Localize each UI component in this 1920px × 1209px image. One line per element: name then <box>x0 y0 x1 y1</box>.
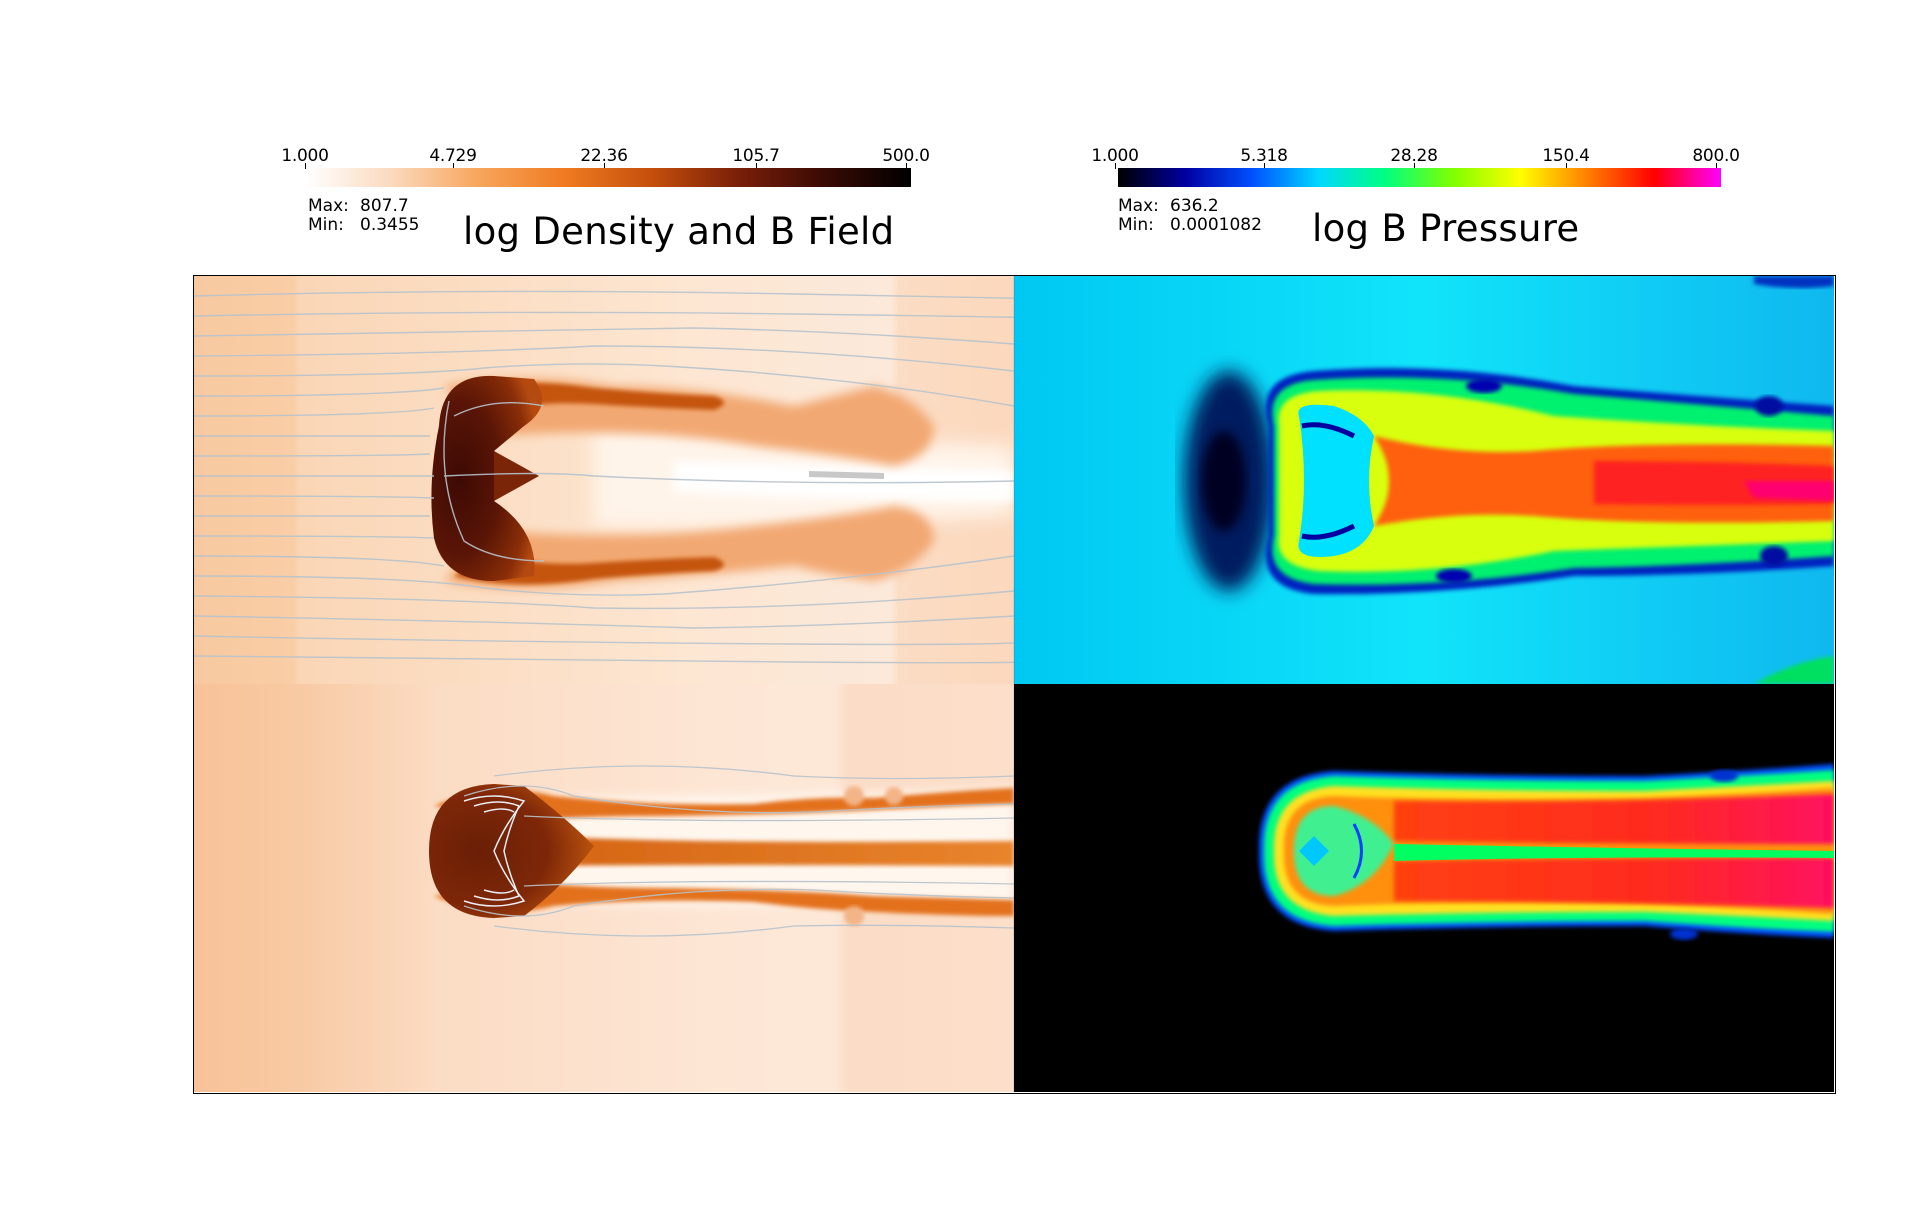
density-tick-label-2: 22.36 <box>580 146 628 166</box>
density-tick-label-3: 105.7 <box>732 146 780 166</box>
bpressure-tick-label-4: 800.0 <box>1692 146 1740 166</box>
bpressure-top-panel <box>1014 276 1834 684</box>
bpressure-min-value: 0.0001082 <box>1170 215 1262 235</box>
density-title: log Density and B Field <box>463 210 895 253</box>
density-top-panel <box>194 276 1014 684</box>
density-tick-label-0: 1.000 <box>281 146 329 166</box>
bpressure-tick-label-1: 5.318 <box>1240 146 1288 166</box>
density-max-value: 807.7 <box>360 196 409 216</box>
density-tick-label-4: 500.0 <box>882 146 930 166</box>
density-max-label: Max: <box>308 196 349 216</box>
simulation-visualization <box>194 276 1834 1092</box>
bpressure-bottom-panel <box>1014 684 1834 1092</box>
density-min-value: 0.3455 <box>360 215 420 235</box>
density-min-label: Min: <box>308 215 344 235</box>
bpressure-tick-label-3: 150.4 <box>1542 146 1590 166</box>
bpressure-minmax: Max: 636.2 Min: 0.0001082 <box>1118 197 1262 235</box>
bpressure-max-label: Max: <box>1118 196 1159 216</box>
density-colorbar <box>306 168 911 187</box>
bpressure-tick-label-2: 28.28 <box>1390 146 1438 166</box>
density-field-lines <box>194 290 1014 664</box>
bpressure-title: log B Pressure <box>1312 207 1580 250</box>
bpressure-min-label: Min: <box>1118 215 1154 235</box>
density-tick-label-1: 4.729 <box>429 146 477 166</box>
bpressure-tick-label-0: 1.000 <box>1091 146 1139 166</box>
bpressure-colorbar <box>1118 168 1721 187</box>
density-minmax: Max: 807.7 Min: 0.3455 <box>308 197 419 235</box>
density-bottom-panel <box>194 684 1014 1092</box>
bpressure-max-value: 636.2 <box>1170 196 1219 216</box>
density-contours <box>463 795 526 907</box>
simulation-frame <box>193 275 1836 1094</box>
